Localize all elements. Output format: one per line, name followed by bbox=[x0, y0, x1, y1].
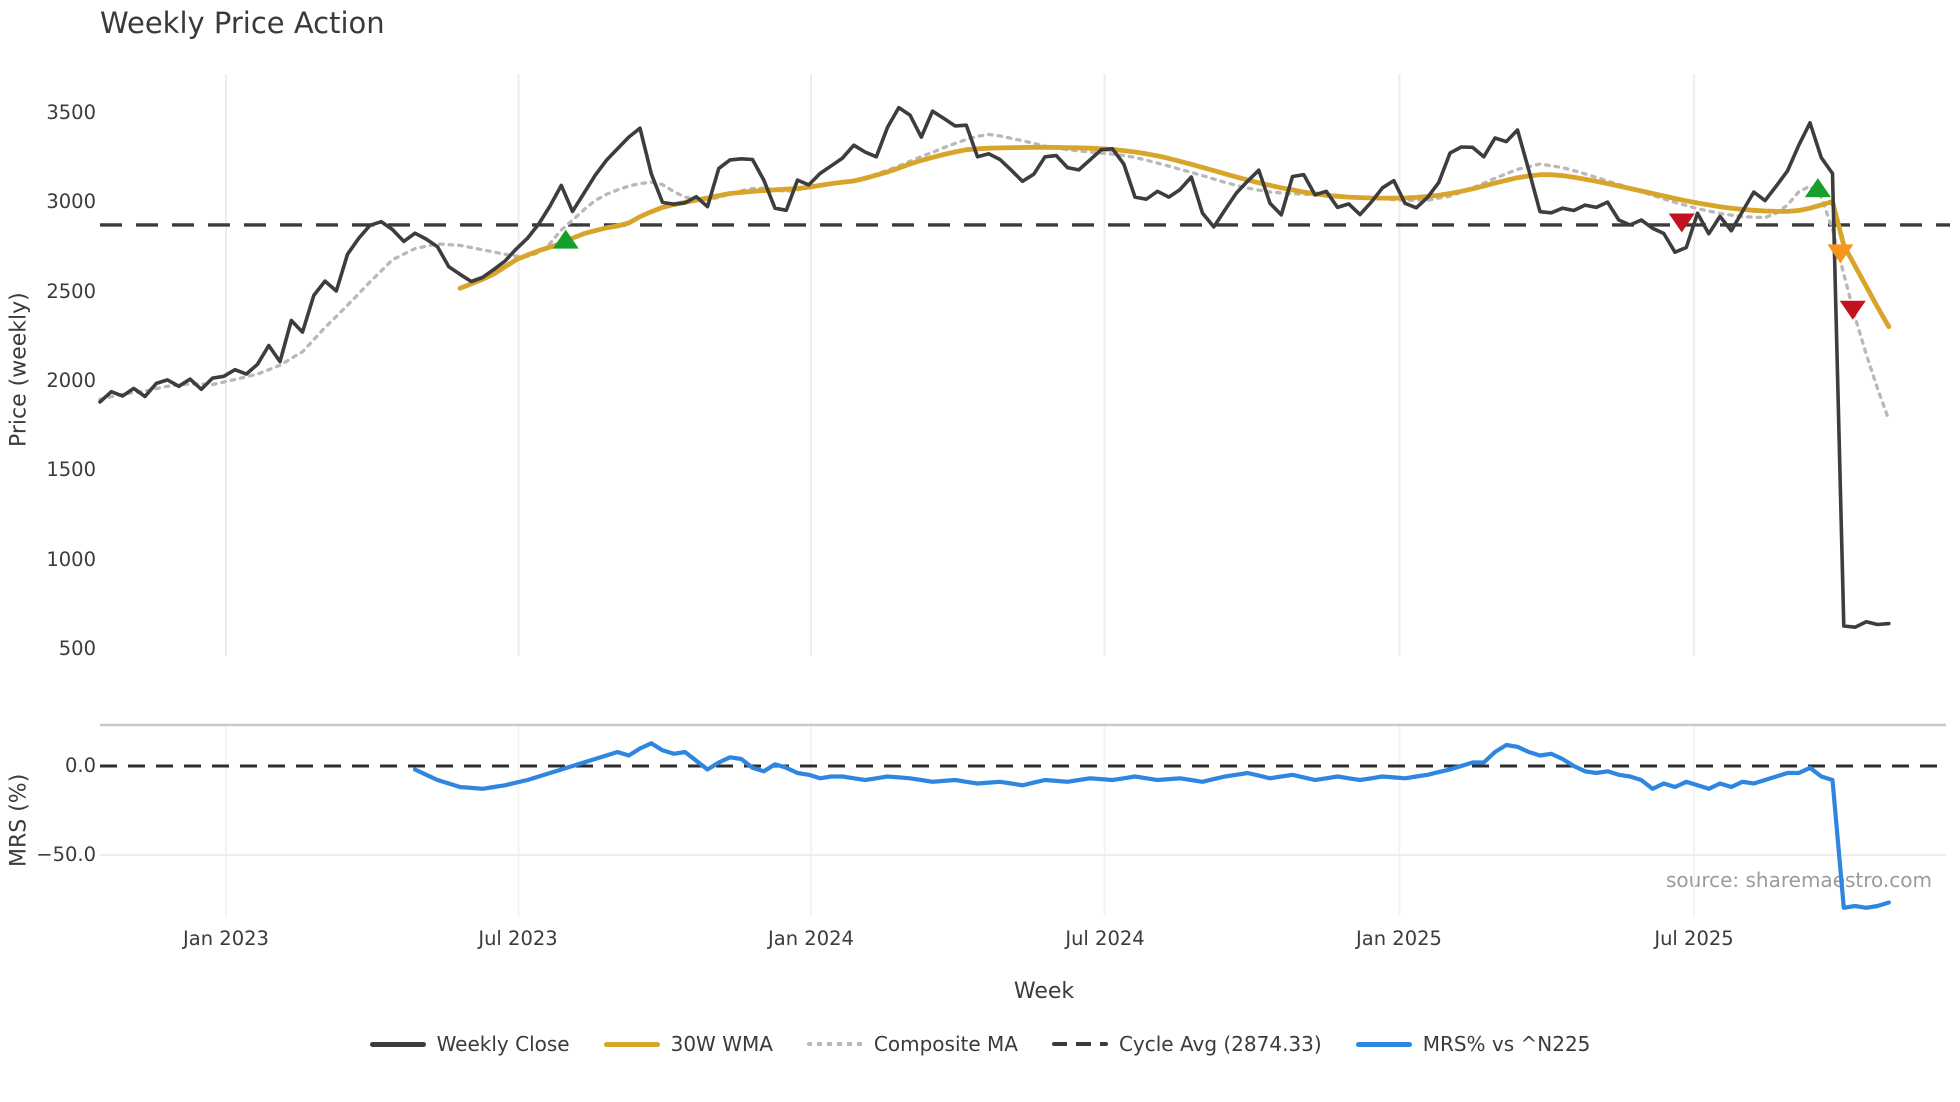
legend-label: Cycle Avg (2874.33) bbox=[1118, 1032, 1322, 1056]
legend-item-weekly-close: Weekly Close bbox=[369, 1032, 570, 1056]
price-tick-1500: 1500 bbox=[46, 458, 96, 481]
x-tick-jan-2025: Jan 2025 bbox=[1356, 927, 1442, 950]
legend-label: 30W WMA bbox=[670, 1032, 773, 1056]
composite-ma-line-swatch bbox=[806, 1042, 863, 1046]
price-tick-2500: 2500 bbox=[46, 280, 96, 303]
price-tick-2000: 2000 bbox=[46, 369, 96, 392]
legend-label: Weekly Close bbox=[436, 1032, 570, 1056]
mrs-line-swatch bbox=[1355, 1041, 1412, 1047]
weekly-close-line-swatch bbox=[369, 1041, 426, 1047]
price-tick-3500: 3500 bbox=[46, 101, 96, 124]
legend-label: Composite MA bbox=[873, 1032, 1018, 1056]
wma-line-swatch bbox=[603, 1041, 660, 1047]
x-tick-jan-2024: Jan 2024 bbox=[768, 927, 854, 950]
x-tick-jan-2023: Jan 2023 bbox=[183, 927, 269, 950]
legend-item-30w-wma: 30W WMA bbox=[603, 1032, 773, 1056]
price-tick-1000: 1000 bbox=[46, 548, 96, 571]
source-credit: source: sharemaestro.com bbox=[1666, 868, 1932, 892]
price-tick-500: 500 bbox=[58, 637, 96, 660]
week-axis-label: Week bbox=[1013, 979, 1075, 1004]
legend-item-mrs: MRS% vs ^N225 bbox=[1355, 1032, 1591, 1056]
legend-item-composite-ma: Composite MA bbox=[806, 1032, 1018, 1056]
legend-label: MRS% vs ^N225 bbox=[1422, 1032, 1591, 1056]
cycle-avg-line-swatch bbox=[1051, 1042, 1108, 1046]
price-tick-3000: 3000 bbox=[46, 190, 96, 213]
x-tick-jul-2025: Jul 2025 bbox=[1654, 927, 1734, 950]
page-title: Weekly Price Action bbox=[100, 6, 385, 40]
legend-item-cycle-avg: Cycle Avg (2874.33) bbox=[1051, 1032, 1322, 1056]
mrs-tick-neg50: −50.0 bbox=[36, 843, 96, 866]
x-tick-jul-2024: Jul 2024 bbox=[1065, 927, 1145, 950]
x-tick-jul-2023: Jul 2023 bbox=[478, 927, 558, 950]
mrs-tick-0: 0.0 bbox=[64, 754, 96, 777]
chart-legend: Weekly Close 30W WMA Composite MA Cycle … bbox=[0, 1032, 1960, 1056]
